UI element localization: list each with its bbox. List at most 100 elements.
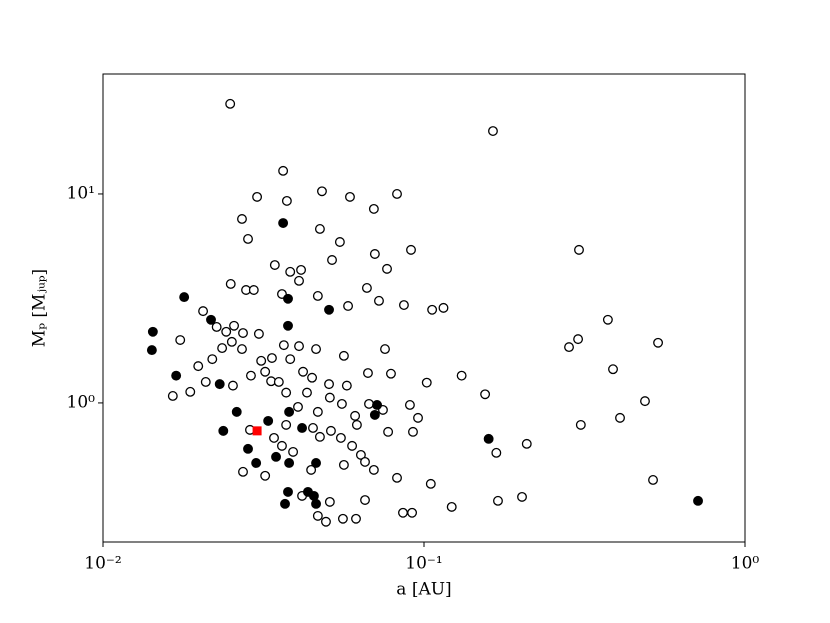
data-point (228, 380, 238, 391)
data-point (351, 419, 362, 430)
data-point (285, 354, 296, 365)
data-point (278, 218, 289, 228)
data-point (517, 491, 527, 502)
data-point (345, 191, 355, 202)
data-point (446, 501, 457, 512)
data-point (297, 422, 308, 433)
data-point (380, 344, 390, 355)
data-point (338, 459, 349, 470)
data-point (360, 495, 370, 505)
x-axis-label: a [AU] (396, 580, 451, 600)
data-point (206, 314, 216, 325)
data-point (311, 458, 321, 468)
data-point (369, 409, 380, 420)
data-point (317, 186, 327, 197)
x-tick-label: 10⁻¹ (405, 554, 442, 574)
data-point (343, 301, 354, 311)
data-point (321, 516, 331, 527)
data-point (193, 361, 204, 372)
data-point (294, 275, 304, 286)
data-point (260, 470, 271, 481)
data-point (350, 410, 361, 421)
data-point (398, 300, 409, 311)
data-point (225, 278, 236, 289)
data-point (225, 98, 236, 109)
data-point (200, 376, 211, 387)
data-point (438, 302, 449, 313)
data-point (324, 392, 335, 403)
data-point (369, 249, 380, 259)
data-point (293, 401, 303, 412)
data-point (407, 507, 418, 518)
data-point (392, 472, 402, 483)
data-point (284, 458, 295, 468)
data-point (285, 266, 296, 277)
data-point (383, 426, 394, 437)
data-point (341, 380, 352, 391)
data-point (277, 440, 287, 451)
data-point (311, 498, 321, 509)
data-point (398, 507, 408, 518)
data-point (298, 366, 309, 377)
data-point (427, 304, 438, 315)
data-point (243, 234, 253, 244)
data-point (263, 415, 274, 426)
data-point (269, 432, 279, 443)
data-point (312, 291, 323, 301)
data-point (392, 189, 402, 199)
data-point (252, 426, 262, 436)
data-point (253, 328, 264, 339)
data-point (360, 456, 370, 467)
data-point (413, 412, 423, 423)
data-point (564, 342, 574, 353)
data-point (256, 355, 267, 366)
data-point (218, 425, 229, 436)
data-point (243, 443, 253, 454)
data-point (408, 426, 418, 437)
data-point (237, 214, 247, 224)
data-point (146, 345, 157, 356)
data-point (324, 496, 335, 507)
data-point (238, 466, 248, 477)
data-point (217, 343, 228, 354)
data-point (281, 195, 292, 206)
data-point (308, 422, 318, 433)
data-point (306, 464, 317, 475)
data-point (269, 260, 280, 270)
data-point (335, 432, 346, 443)
data-point (386, 368, 396, 379)
data-point (425, 478, 436, 489)
data-point (314, 431, 325, 442)
data-point (368, 203, 379, 214)
data-point (488, 126, 498, 136)
data-point (252, 191, 263, 202)
data-point (347, 440, 358, 451)
data-point (171, 370, 182, 381)
y-axis-label: Mₚ [Mⱼᵤₚ] (30, 269, 50, 347)
data-point (521, 438, 532, 449)
data-point (251, 458, 262, 468)
data-point (308, 490, 319, 501)
data-point (237, 344, 247, 355)
data-point (324, 379, 334, 390)
data-point (302, 387, 312, 398)
data-point (179, 292, 190, 303)
data-point (311, 344, 321, 355)
data-point (351, 513, 361, 524)
data-point (198, 306, 209, 317)
data-point (337, 513, 348, 524)
data-point (575, 419, 586, 430)
data-point (280, 498, 290, 509)
data-point (480, 389, 491, 400)
data-point (374, 295, 384, 306)
data-point (336, 398, 347, 409)
data-point (214, 379, 225, 390)
data-point (283, 486, 293, 497)
data-point (294, 341, 304, 352)
data-point (283, 293, 293, 304)
data-point (574, 244, 584, 255)
data-point (421, 377, 432, 388)
data-point (338, 350, 349, 361)
data-point (653, 337, 664, 348)
